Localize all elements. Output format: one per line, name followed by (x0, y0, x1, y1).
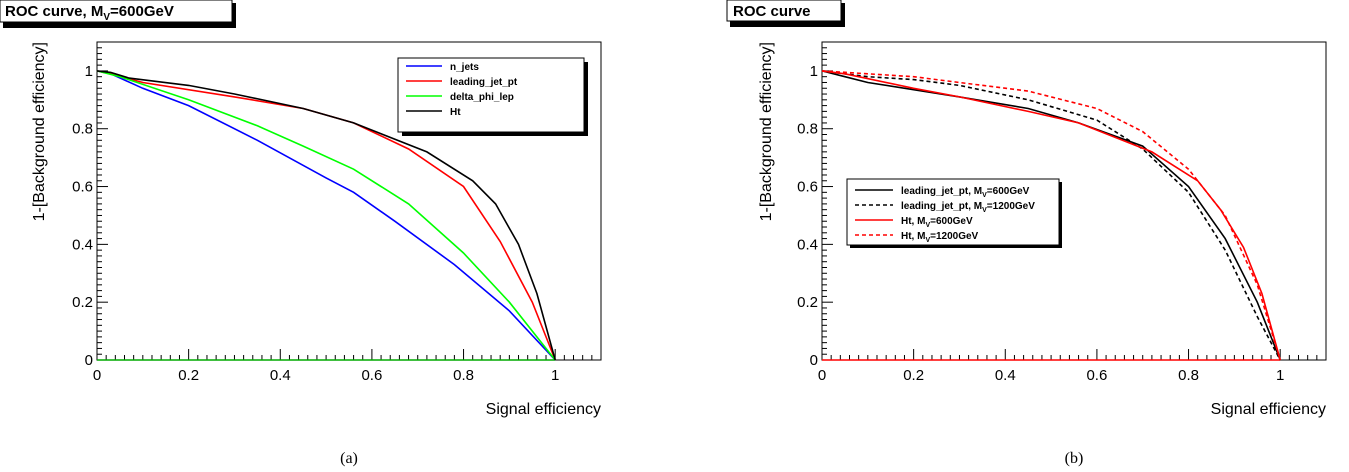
b-x-tick-label: 0.4 (995, 367, 1016, 384)
b-y-tick-label: 0.4 (797, 236, 818, 253)
panel-a-caption: (a) (340, 450, 358, 467)
a-legend-label-3: Ht (450, 107, 461, 118)
b-series-1-line (821, 70, 1281, 361)
b-y-tick-label: 0 (810, 352, 818, 369)
a-x-tick-label: 0 (93, 367, 101, 384)
a-y-tick-label: 0 (85, 352, 93, 369)
a-legend-label-1: leading_jet_pt (450, 77, 518, 88)
panel-a-curves (96, 70, 556, 361)
b-x-tick-label: 0.6 (1086, 367, 1107, 384)
panel-b-x-axis-title: Signal efficiency (1211, 401, 1326, 418)
a-y-tick-label: 0.6 (72, 179, 93, 196)
b-x-tick-label: 1 (1276, 367, 1284, 384)
a-x-tick-label: 0.4 (270, 367, 291, 384)
a-x-tick-label: 0.8 (453, 367, 474, 384)
b-legend-label-0: leading_jet_pt, MV=600GeV (901, 186, 1030, 199)
a-y-tick-label: 0.8 (72, 121, 93, 138)
b-y-tick-label: 0.2 (797, 294, 818, 311)
a-y-tick-label: 0.4 (72, 236, 93, 253)
b-x-tick-label: 0.2 (903, 367, 924, 384)
a-series-0-line (96, 70, 556, 361)
b-y-tick-label: 0.8 (797, 121, 818, 138)
a-series-2-line (96, 70, 556, 361)
a-x-tick-label: 0.2 (178, 367, 199, 384)
a-legend-label-0: n_jets (450, 62, 479, 73)
panel-b-curves (821, 70, 1281, 361)
b-x-tick-label: 0 (818, 367, 826, 384)
panel-a-x-axis-title: Signal efficiency (486, 401, 601, 418)
b-legend-label-3: Ht, MV=1200GeV (901, 231, 979, 244)
panel-b: ROC curve 0 0.2 0.4 0.6 0.8 1 0 0.2 0.4 0.6 0.8 1 S… (726, 0, 1327, 467)
panel-b-caption: (b) (1065, 450, 1084, 467)
panel-a-ticks: 0 0.2 0.4 0.6 0.8 1 0 0.2 0.4 0.6 0.8 1 (72, 41, 602, 384)
a-y-tick-label: 1 (85, 63, 93, 80)
panel-b-title: ROC curve (733, 3, 811, 20)
b-x-tick-label: 0.8 (1178, 367, 1199, 384)
b-y-tick-label: 1 (810, 63, 818, 80)
panel-b-legend: leading_jet_pt, MV=600GeV leading_jet_pt,… (846, 178, 1062, 248)
a-y-tick-label: 0.2 (72, 294, 93, 311)
b-legend-label-1: leading_jet_pt, MV=1200GeV (901, 201, 1035, 214)
a-legend-label-2: delta_phi_lep (450, 92, 514, 103)
a-x-tick-label: 0.6 (361, 367, 382, 384)
panel-a-legend: n_jets leading_jet_pt delta_phi_lep Ht (397, 57, 588, 136)
panel-a-y-axis-title: 1-[Background efficiency] (31, 42, 48, 221)
a-series-3-line (96, 70, 556, 361)
panel-a: ROC curve, MV=600GeV 0 0.2 0.4 0.6 0.8 100.20… (0, 0, 602, 467)
b-series-2-line (821, 70, 1281, 361)
panel-a-title: ROC curve, MV=600GeV (5, 3, 174, 23)
b-legend-label-2: Ht, MV=600GeV (901, 216, 973, 229)
a-x-tick-label: 1 (551, 367, 559, 384)
b-y-tick-label: 0.6 (797, 179, 818, 196)
panel-b-y-axis-title: 1-[Background efficiency] (758, 42, 775, 221)
panel-b-ticks: 0 0.2 0.4 0.6 0.8 1 0 0.2 0.4 0.6 0.8 1 (797, 41, 1327, 384)
